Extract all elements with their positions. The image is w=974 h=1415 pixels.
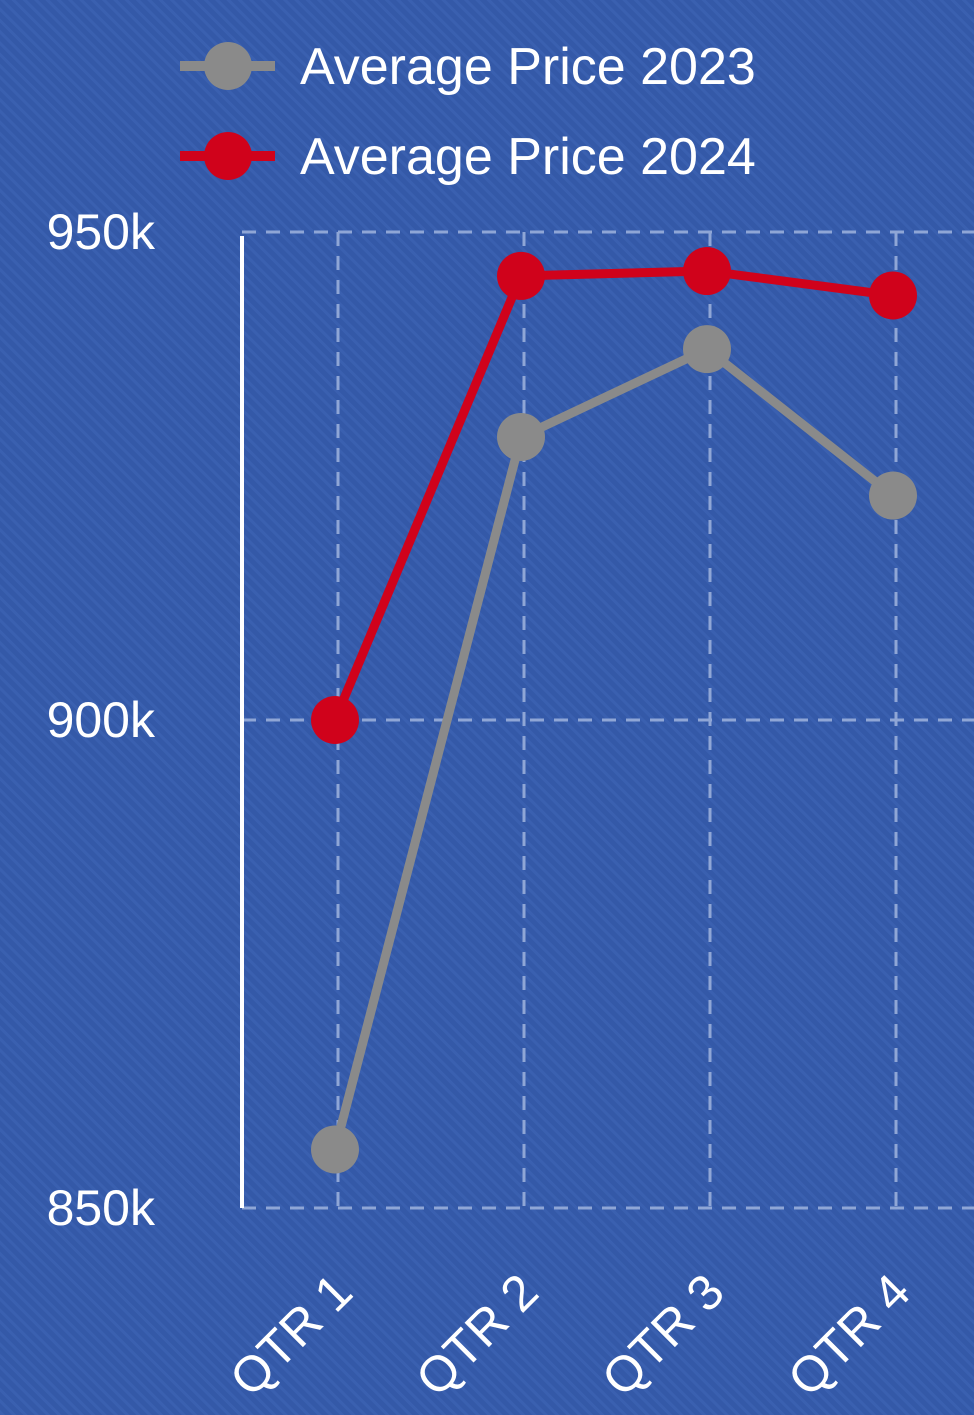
series-line [330,266,894,722]
data-point [683,247,731,296]
y-tick-label: 950k [47,204,156,260]
data-point [683,325,731,374]
data-point [311,696,359,744]
data-point [497,412,545,461]
data-point [311,1125,359,1174]
legend-label: Average Price 2024 [300,128,756,186]
data-point [497,251,545,300]
legend-marker [204,132,252,180]
legend-marker [204,42,252,90]
data-point [869,471,917,520]
plot [311,247,917,1174]
y-tick-label: 850k [47,1180,156,1236]
data-point [869,271,917,320]
series-line [330,344,896,1151]
legend-label: Average Price 2023 [300,38,756,96]
y-tick-label: 900k [47,692,156,748]
